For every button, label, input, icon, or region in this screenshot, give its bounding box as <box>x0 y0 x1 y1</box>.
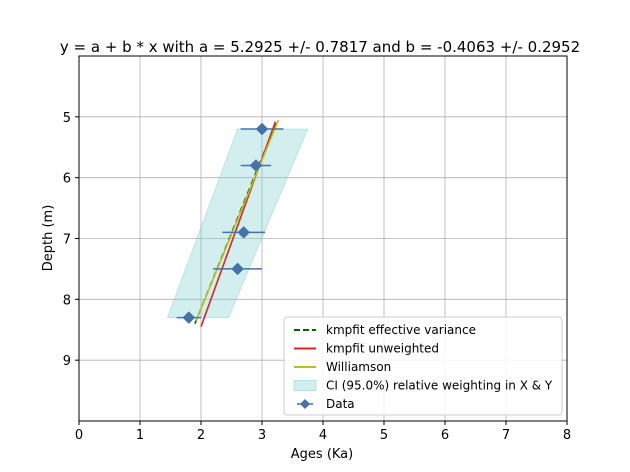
data-point <box>249 159 263 172</box>
fit-line <box>195 119 280 321</box>
data-point <box>255 122 269 136</box>
data-point <box>182 311 196 324</box>
legend-band-swatch <box>293 380 317 391</box>
legend-label: kmpfit effective variance <box>326 323 476 337</box>
fit-lines <box>194 119 280 327</box>
x-tick-label: 7 <box>502 428 510 443</box>
legend-label: CI (95.0%) relative weighting in X & Y <box>326 379 553 393</box>
legend-label: Data <box>326 397 355 411</box>
chart-title: y = a + b * x with a = 5.2925 +/- 0.7817… <box>60 38 580 56</box>
axis-ticks: 0 1 2 3 4 5 6 7 8 5 6 7 8 9 <box>63 111 571 443</box>
y-tick-label: 7 <box>63 233 71 248</box>
x-tick-label: 0 <box>75 428 83 443</box>
data-point <box>231 262 244 276</box>
y-tick-label: 6 <box>63 172 71 187</box>
y-tick-label: 9 <box>63 354 71 369</box>
legend: kmpfit effective variance kmpfit unweight… <box>283 316 563 416</box>
x-tick-label: 4 <box>319 428 327 443</box>
data-point <box>237 226 251 239</box>
legend-marker-swatch <box>300 399 310 409</box>
x-tick-label: 2 <box>197 428 205 443</box>
x-tick-label: 3 <box>258 428 266 443</box>
y-axis-label: Depth (m) <box>41 205 56 272</box>
confidence-band <box>166 128 309 318</box>
y-tick-label: 5 <box>63 111 71 126</box>
y-tick-label: 8 <box>63 293 71 308</box>
x-tick-label: 5 <box>380 428 388 443</box>
x-axis-label: Ages (Ka) <box>291 447 353 462</box>
legend-label: Williamson <box>326 360 391 374</box>
x-tick-label: 1 <box>136 428 144 443</box>
data-points <box>176 122 284 324</box>
legend-label: kmpfit unweighted <box>326 342 439 356</box>
ci-band-shape <box>166 128 309 318</box>
x-tick-label: 8 <box>563 428 571 443</box>
legend-box <box>283 316 563 416</box>
x-tick-label: 6 <box>441 428 449 443</box>
